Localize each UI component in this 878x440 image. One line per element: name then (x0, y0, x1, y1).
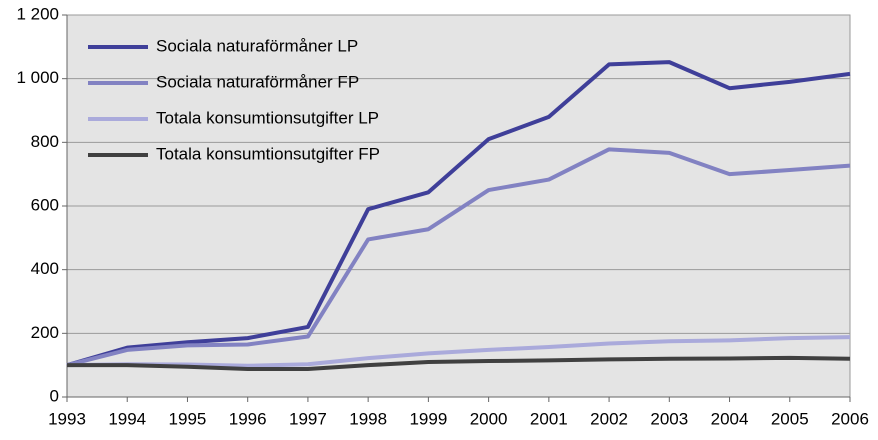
x-tick-label: 1998 (349, 409, 387, 428)
y-tick-label: 1 200 (16, 4, 59, 23)
series-line (66, 335, 851, 368)
series-line (66, 60, 851, 368)
y-tick-label: 800 (31, 132, 59, 151)
legend-label: Sociala naturaförmåner FP (156, 72, 359, 91)
x-tick-label: 1994 (108, 409, 146, 428)
x-tick-label: 1997 (289, 409, 327, 428)
x-tick-label: 1999 (409, 409, 447, 428)
x-tick-label: 2005 (771, 409, 809, 428)
y-tick-label: 200 (31, 323, 59, 342)
x-tick-label: 1993 (48, 409, 86, 428)
y-tick-label: 600 (31, 195, 59, 214)
x-tick-label: 2001 (530, 409, 568, 428)
x-tick-label: 2006 (831, 409, 869, 428)
x-tick-label: 1995 (169, 409, 207, 428)
legend-label: Totala konsumtionsutgifter LP (156, 108, 379, 127)
series-line (67, 355, 851, 371)
x-tick-label: 2004 (711, 409, 749, 428)
y-tick-label: 0 (50, 386, 59, 405)
x-tick-label: 2003 (650, 409, 688, 428)
x-tick-label: 2002 (590, 409, 628, 428)
series-line (66, 147, 851, 368)
y-tick-label: 1 000 (16, 68, 59, 87)
x-tick-label: 1996 (229, 409, 267, 428)
y-tick-label: 400 (31, 259, 59, 278)
legend-label: Totala konsumtionsutgifter FP (156, 144, 380, 163)
x-tick-label: 2000 (470, 409, 508, 428)
legend-label: Sociala naturaförmåner LP (156, 36, 358, 55)
